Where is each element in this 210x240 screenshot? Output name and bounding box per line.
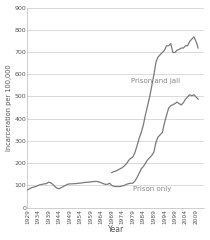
X-axis label: Year: Year <box>108 225 124 234</box>
Y-axis label: Incarceration per 100,000: Incarceration per 100,000 <box>5 64 12 151</box>
Text: Prison only: Prison only <box>133 186 171 192</box>
Text: Prison and jail: Prison and jail <box>131 78 180 84</box>
